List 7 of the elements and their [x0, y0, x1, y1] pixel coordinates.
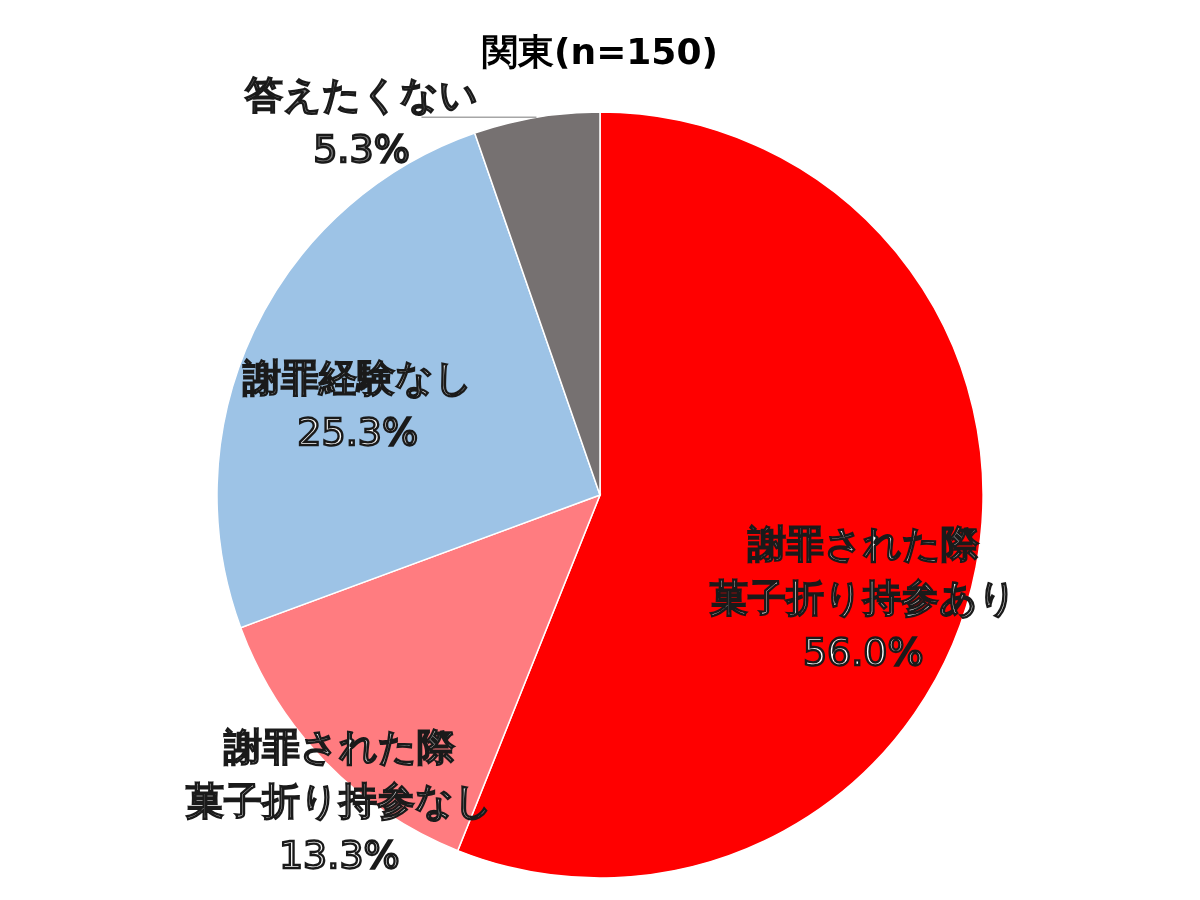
data-label: 25.3%: [297, 410, 419, 455]
slice-label: 謝罪経験なし: [242, 356, 473, 401]
chart-title: 関東(n=150): [482, 31, 718, 73]
data-label: 13.3%: [278, 832, 400, 877]
data-label: 5.3%: [313, 127, 410, 172]
slice-label: 答えたくない: [244, 73, 478, 118]
data-label: 56.0%: [802, 629, 924, 674]
